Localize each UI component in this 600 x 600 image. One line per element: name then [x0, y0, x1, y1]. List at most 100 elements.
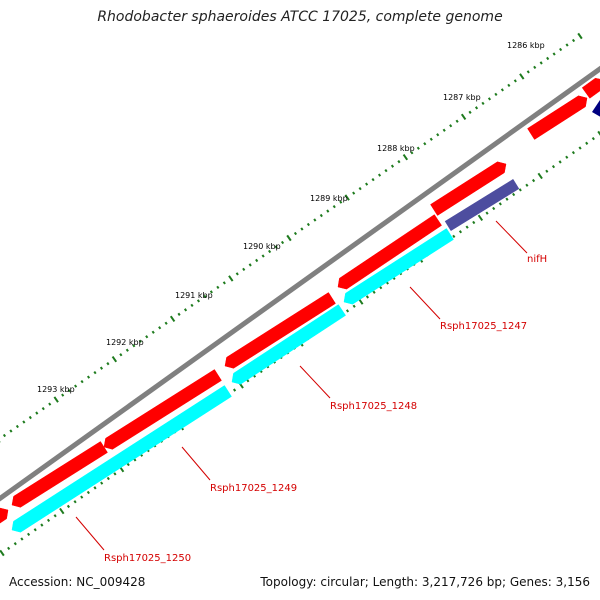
minor-tick [474, 106, 479, 110]
minor-tick [145, 335, 149, 339]
minor-tick [492, 206, 496, 211]
gene-label: Rsph17025_1247 [440, 321, 527, 332]
gene-label: nifH [527, 254, 547, 265]
minor-tick [106, 362, 110, 366]
gene-arrow-red [337, 214, 442, 290]
minor-tick [455, 119, 459, 123]
minor-tick [551, 164, 556, 169]
minor-tick [565, 43, 569, 47]
tick-label: 1291 kbp [175, 291, 213, 300]
minor-tick [352, 191, 356, 195]
minor-tick [377, 173, 382, 177]
minor-tick [545, 169, 549, 173]
major-tick [111, 356, 118, 363]
minor-tick [67, 388, 71, 393]
minor-tick [487, 97, 492, 101]
minor-tick [80, 495, 84, 499]
minor-tick [48, 402, 52, 406]
gene-label-leader [75, 516, 105, 551]
minor-tick [86, 490, 90, 495]
tick-label: 1293 kbp [37, 385, 75, 394]
minor-tick [261, 254, 265, 258]
minor-tick [151, 330, 155, 334]
minor-tick [526, 70, 530, 74]
minor-tick [41, 406, 45, 411]
minor-tick [99, 366, 104, 370]
minor-tick [326, 209, 330, 213]
major-tick [537, 172, 543, 180]
minor-tick [565, 155, 569, 159]
minor-tick [500, 88, 504, 92]
accession-text: Accession: NC_009428 [9, 575, 146, 589]
minor-tick [66, 504, 71, 509]
minor-tick [190, 303, 194, 307]
minor-tick [481, 101, 485, 105]
gene-arrow-red [0, 507, 9, 524]
minor-tick [196, 299, 201, 303]
minor-tick [300, 227, 304, 231]
minor-tick [203, 294, 207, 298]
gene-arrow-cyan [343, 228, 454, 305]
minor-tick [525, 183, 529, 187]
minor-tick [306, 222, 310, 227]
minor-tick [485, 211, 489, 215]
minor-tick [558, 160, 562, 164]
minor-tick [416, 146, 420, 150]
gene-arrow-red [224, 292, 336, 369]
gene-label: Rsph17025_1249 [210, 483, 297, 494]
minor-tick [458, 230, 463, 234]
genome-backbone [0, 65, 600, 502]
minor-tick [578, 146, 582, 150]
minor-tick [313, 218, 317, 222]
tick-label: 1287 kbp [443, 93, 481, 102]
minor-tick [591, 137, 595, 141]
minor-tick [126, 462, 130, 467]
minor-tick [293, 231, 298, 236]
minor-tick [100, 481, 104, 485]
gene-arrow-red [103, 369, 222, 450]
minor-tick [216, 285, 220, 290]
minor-tick [177, 312, 181, 316]
minor-tick [125, 348, 129, 352]
tick-label: 1290 kbp [243, 242, 281, 251]
minor-tick [442, 128, 446, 132]
outer-tick-marks [0, 32, 583, 443]
minor-tick [429, 137, 433, 141]
gene-arrow-nifh [444, 178, 520, 232]
minor-tick [339, 200, 343, 204]
major-tick [286, 234, 292, 242]
minor-tick [119, 353, 123, 357]
minor-tick [46, 518, 51, 523]
minor-tick [33, 528, 37, 532]
minor-tick [248, 263, 252, 267]
minor-tick [505, 197, 509, 201]
major-tick [519, 73, 525, 80]
minor-tick [345, 309, 350, 313]
minor-tick [113, 472, 117, 476]
minor-tick [183, 308, 188, 312]
minor-tick [93, 486, 97, 490]
gene-label-leader [409, 286, 441, 320]
minor-tick [15, 424, 19, 429]
gene-label: Rsph17025_1250 [104, 553, 191, 564]
minor-tick [468, 110, 472, 114]
minor-tick [423, 142, 427, 146]
minor-tick [61, 393, 65, 397]
minor-tick [274, 245, 278, 249]
minor-tick [235, 272, 239, 276]
minor-tick [507, 83, 511, 88]
genome-stats-text: Topology: circular; Length: 3,217,726 bp… [260, 575, 590, 589]
minor-tick [397, 160, 401, 164]
minor-tick [531, 178, 536, 183]
minor-tick [35, 411, 39, 415]
minor-tick [571, 38, 576, 43]
minor-tick [372, 290, 376, 294]
minor-tick [390, 164, 395, 168]
minor-tick [86, 375, 91, 379]
minor-tick [27, 532, 31, 537]
minor-tick [106, 476, 110, 481]
minor-tick [365, 182, 369, 186]
minor-tick [371, 178, 375, 182]
tick-label: 1286 kbp [507, 41, 545, 50]
